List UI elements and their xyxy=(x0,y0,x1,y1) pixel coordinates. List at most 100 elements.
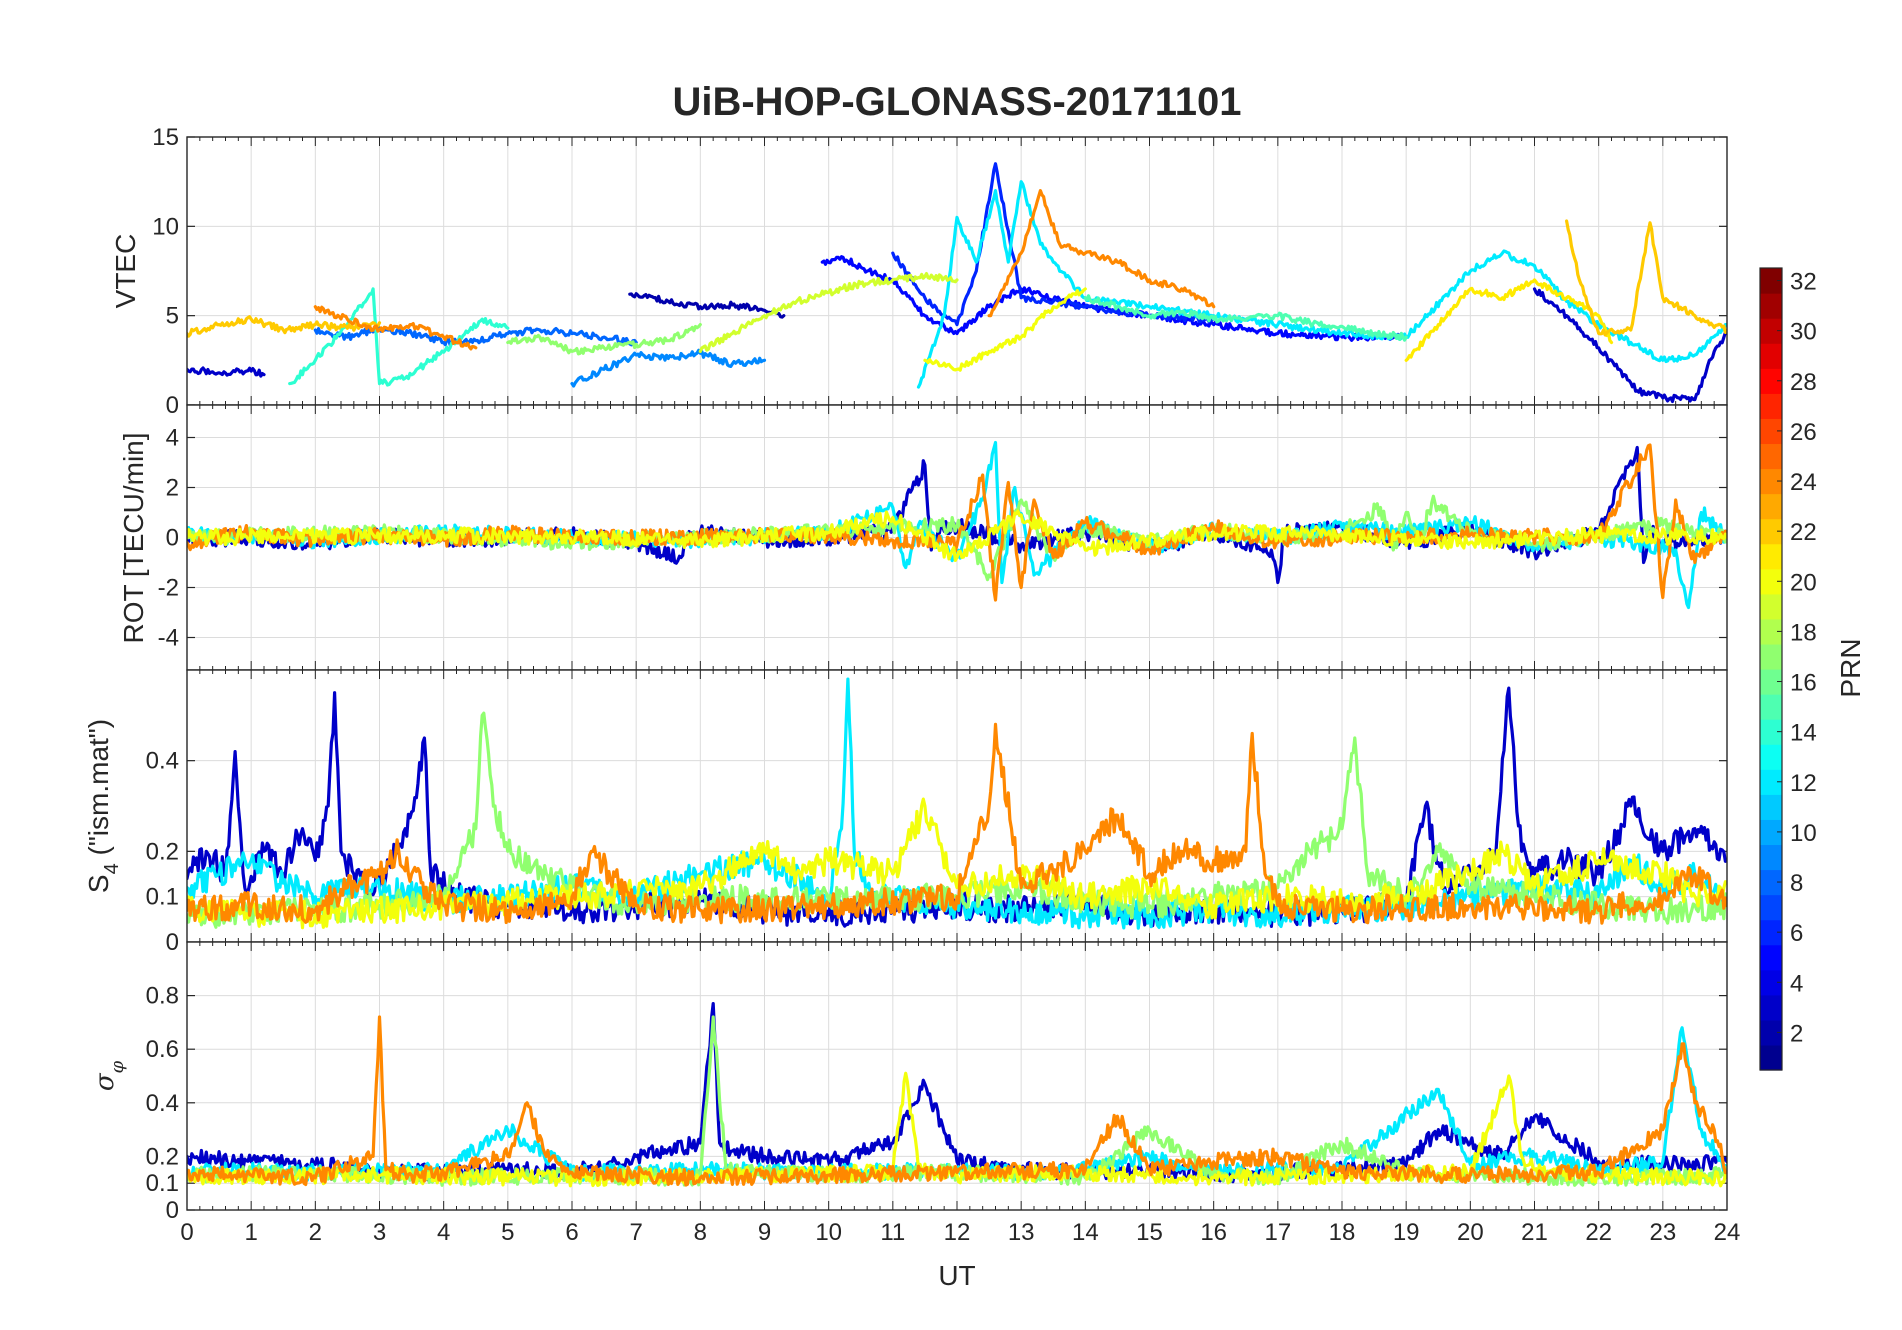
vtec-series-prn-9 xyxy=(570,348,767,388)
colorbar-swatch xyxy=(1760,568,1782,595)
s4-ytick-label: 0 xyxy=(166,929,179,956)
colorbar-tick-label: 20 xyxy=(1790,569,1817,596)
s4-ylabel: S4 ("ism.mat") xyxy=(83,719,123,893)
rot-ytick-label: 4 xyxy=(166,425,179,452)
colorbar-swatch xyxy=(1760,643,1782,670)
x-axis-label: UT xyxy=(938,1260,975,1291)
chart-title: UiB-HOP-GLONASS-20171101 xyxy=(672,80,1241,124)
colorbar-swatch xyxy=(1760,343,1782,369)
x-tick-label: 3 xyxy=(373,1219,386,1246)
x-tick-label: 13 xyxy=(1008,1219,1035,1246)
colorbar-swatch xyxy=(1760,593,1782,620)
sigma-ylabel-sub: φ xyxy=(107,1060,128,1073)
colorbar-tick-label: 30 xyxy=(1790,319,1817,346)
colorbar-swatch xyxy=(1760,368,1782,394)
vtec-series-prn-3 xyxy=(187,366,266,378)
sigma-ytick-label: 0.2 xyxy=(146,1143,179,1170)
vtec-series-prn-24 xyxy=(313,305,478,351)
sigma-ytick-label: 0 xyxy=(166,1197,179,1224)
colorbar-tick-label: 32 xyxy=(1790,269,1817,296)
colorbar-swatch xyxy=(1760,844,1782,871)
x-tick-label: 14 xyxy=(1072,1219,1099,1246)
sigma-ytick-label: 0.1 xyxy=(146,1170,179,1197)
colorbar-swatch xyxy=(1760,493,1782,520)
colorbar-swatch xyxy=(1760,393,1782,419)
colorbar-swatch xyxy=(1760,468,1782,495)
vtec-panel: VTEC 0 5 10 15 xyxy=(110,124,1728,419)
vtec-series-prn-8 xyxy=(313,325,638,347)
colorbar-swatch xyxy=(1760,944,1782,971)
colorbar-tick-label: 8 xyxy=(1790,870,1803,897)
x-tick-label: 19 xyxy=(1393,1219,1420,1246)
s4-series-group xyxy=(187,677,1727,930)
sigma-axes-box xyxy=(186,941,1728,1211)
colorbar-swatch xyxy=(1760,1044,1782,1071)
sigma-ylabel-main: σ xyxy=(90,1072,120,1091)
s4-ytick-label: 0.4 xyxy=(146,748,179,775)
sigma-panel: σφ 00.10.2 0.4 0.6 0.8 xyxy=(90,941,1728,1224)
rot-series-prn-24 xyxy=(187,443,1727,602)
sigma-ylabel: σφ xyxy=(90,1060,128,1091)
colorbar-swatch xyxy=(1760,694,1782,720)
colorbar-swatch xyxy=(1760,543,1782,570)
colorbar-swatch xyxy=(1760,894,1782,921)
colorbar-swatch xyxy=(1760,919,1782,946)
colorbar-swatch xyxy=(1760,794,1782,820)
sigma-series-group xyxy=(187,1001,1727,1188)
colorbar-tick-label: 2 xyxy=(1790,1020,1803,1047)
vtec-ytick-label: 15 xyxy=(152,124,179,151)
vtec-series-prn-2 xyxy=(628,292,786,319)
colorbar-swatch xyxy=(1760,769,1782,795)
colorbar-swatch xyxy=(1760,293,1782,319)
colorbar-tick-label: 22 xyxy=(1790,519,1817,546)
vtec-series-prn-22 xyxy=(1564,219,1727,337)
x-tick-label: 12 xyxy=(944,1219,971,1246)
colorbar-swatch xyxy=(1760,719,1782,745)
x-tick-label: 24 xyxy=(1714,1219,1741,1246)
s4-ylabel-main: S xyxy=(83,874,114,893)
colorbar-swatch xyxy=(1760,518,1782,545)
x-axis: 0 1 2 3 4 5 6 7 8 9 10 11 12 13 14 15 16 17 18 19 20 21 22 23 24 xyxy=(180,1219,1740,1246)
rot-series-group xyxy=(187,440,1727,610)
x-tick-label: 0 xyxy=(180,1219,193,1246)
vtec-series-prn-22 xyxy=(187,315,382,338)
vtec-series-prn-15 xyxy=(1083,294,1408,342)
x-tick-label: 15 xyxy=(1136,1219,1163,1246)
colorbar-tick-label: 28 xyxy=(1790,369,1817,396)
s4-ylabel-rest: ("ism.mat") xyxy=(83,719,114,863)
s4-series-prn-24 xyxy=(187,722,1727,925)
colorbar-tick-label: 4 xyxy=(1790,970,1803,997)
vtec-series-prn-14 xyxy=(288,287,510,387)
colorbar-tick-label: 16 xyxy=(1790,670,1817,697)
sigma-series-prn-24 xyxy=(187,1015,1727,1187)
colorbar-swatch xyxy=(1760,318,1782,344)
x-tick-label: 16 xyxy=(1200,1219,1227,1246)
x-tick-label: 1 xyxy=(244,1219,257,1246)
colorbar-tick-label: 6 xyxy=(1790,920,1803,947)
x-tick-label: 17 xyxy=(1264,1219,1291,1246)
x-tick-label: 4 xyxy=(437,1219,450,1246)
x-tick-label: 20 xyxy=(1457,1219,1484,1246)
rot-series-prn-17 xyxy=(187,494,1727,582)
x-tick-label: 9 xyxy=(758,1219,771,1246)
colorbar-swatch xyxy=(1760,418,1782,445)
x-tick-label: 2 xyxy=(309,1219,322,1246)
rot-series-prn-20 xyxy=(187,509,1727,563)
colorbar-frame xyxy=(1759,267,1783,1071)
vtec-series-prn-24 xyxy=(987,189,1216,318)
vtec-ytick-label: 10 xyxy=(152,213,179,240)
rot-ytick-label: -4 xyxy=(158,625,179,652)
vtec-series-prn-20 xyxy=(923,287,1087,372)
rot-ylabel: ROT [TECU/min] xyxy=(118,432,149,643)
vtec-series-prn-21 xyxy=(1404,278,1614,362)
x-tick-label: 6 xyxy=(565,1219,578,1246)
colorbar-swatch xyxy=(1760,1019,1782,1046)
vtec-ytick-label: 0 xyxy=(166,392,179,419)
colorbar-swatch xyxy=(1760,869,1782,896)
vtec-ytick-label: 5 xyxy=(166,303,179,330)
colorbar-tick-label: 26 xyxy=(1790,419,1817,446)
x-tick-label: 18 xyxy=(1329,1219,1356,1246)
colorbar-swatch xyxy=(1760,443,1782,470)
rot-ytick-label: 2 xyxy=(166,475,179,502)
